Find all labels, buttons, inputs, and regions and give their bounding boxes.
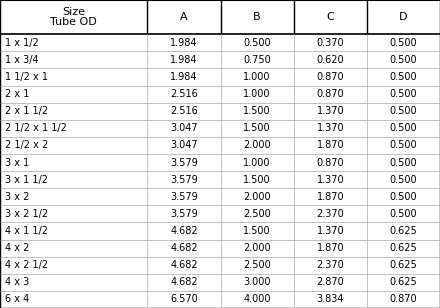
Text: 3.000: 3.000 <box>243 277 271 287</box>
Text: 1.500: 1.500 <box>243 106 271 116</box>
Text: 3.579: 3.579 <box>170 209 198 219</box>
Text: 6.570: 6.570 <box>170 294 198 304</box>
Text: 0.870: 0.870 <box>316 72 344 82</box>
Text: 1 1/2 x 1: 1 1/2 x 1 <box>5 72 48 82</box>
Text: 1 x 3/4: 1 x 3/4 <box>5 55 39 65</box>
Text: 0.500: 0.500 <box>390 192 417 202</box>
Text: 0.370: 0.370 <box>316 38 344 48</box>
Text: 2.500: 2.500 <box>243 209 271 219</box>
Text: 2.500: 2.500 <box>243 260 271 270</box>
Text: 1.370: 1.370 <box>316 106 344 116</box>
Text: 0.500: 0.500 <box>390 38 417 48</box>
Text: 0.750: 0.750 <box>243 55 271 65</box>
Text: 2.516: 2.516 <box>170 106 198 116</box>
Text: 3.834: 3.834 <box>316 294 344 304</box>
Text: 0.625: 0.625 <box>389 260 417 270</box>
Text: B: B <box>253 12 261 22</box>
Text: 6 x 4: 6 x 4 <box>5 294 29 304</box>
Text: 1.500: 1.500 <box>243 123 271 133</box>
Text: 4 x 2: 4 x 2 <box>5 243 29 253</box>
Text: C: C <box>326 12 334 22</box>
Text: 2.000: 2.000 <box>243 140 271 150</box>
Text: 0.625: 0.625 <box>389 277 417 287</box>
Text: 0.500: 0.500 <box>390 55 417 65</box>
Text: 1.370: 1.370 <box>316 123 344 133</box>
Text: 1.000: 1.000 <box>243 158 271 168</box>
Text: 4.682: 4.682 <box>170 226 198 236</box>
Text: 1.870: 1.870 <box>316 243 344 253</box>
Text: 1 x 1/2: 1 x 1/2 <box>5 38 39 48</box>
Text: A: A <box>180 12 188 22</box>
Text: 2.870: 2.870 <box>316 277 344 287</box>
Text: 3 x 2 1/2: 3 x 2 1/2 <box>5 209 48 219</box>
Text: 0.870: 0.870 <box>390 294 417 304</box>
Text: Tube OD: Tube OD <box>50 17 97 27</box>
Text: 0.500: 0.500 <box>390 209 417 219</box>
Text: 0.500: 0.500 <box>390 89 417 99</box>
Text: 0.500: 0.500 <box>390 140 417 150</box>
Text: 0.500: 0.500 <box>390 158 417 168</box>
Text: 4 x 2 1/2: 4 x 2 1/2 <box>5 260 48 270</box>
Text: 3.579: 3.579 <box>170 158 198 168</box>
Text: 1.984: 1.984 <box>170 72 198 82</box>
Text: 3.047: 3.047 <box>170 123 198 133</box>
Text: 3 x 1: 3 x 1 <box>5 158 29 168</box>
Text: 0.620: 0.620 <box>316 55 344 65</box>
Text: 3.047: 3.047 <box>170 140 198 150</box>
Text: 3.579: 3.579 <box>170 192 198 202</box>
Text: 0.500: 0.500 <box>243 38 271 48</box>
Text: 2.000: 2.000 <box>243 243 271 253</box>
Text: 4.000: 4.000 <box>243 294 271 304</box>
Text: 1.000: 1.000 <box>243 72 271 82</box>
Text: 3 x 2: 3 x 2 <box>5 192 29 202</box>
Text: 0.625: 0.625 <box>389 243 417 253</box>
Text: 3 x 1 1/2: 3 x 1 1/2 <box>5 175 48 185</box>
Text: 1.000: 1.000 <box>243 89 271 99</box>
Text: 1.370: 1.370 <box>316 226 344 236</box>
Text: 1.870: 1.870 <box>316 140 344 150</box>
Text: Size: Size <box>62 7 85 17</box>
Text: 2 x 1 1/2: 2 x 1 1/2 <box>5 106 48 116</box>
Text: 2.370: 2.370 <box>316 209 344 219</box>
Text: 2 1/2 x 1 1/2: 2 1/2 x 1 1/2 <box>5 123 67 133</box>
Text: 2.516: 2.516 <box>170 89 198 99</box>
Text: 0.500: 0.500 <box>390 123 417 133</box>
Text: 2.000: 2.000 <box>243 192 271 202</box>
Text: 1.870: 1.870 <box>316 192 344 202</box>
Text: 0.870: 0.870 <box>316 89 344 99</box>
Text: 4.682: 4.682 <box>170 260 198 270</box>
Text: 0.500: 0.500 <box>390 72 417 82</box>
Text: D: D <box>399 12 408 22</box>
Text: 1.370: 1.370 <box>316 175 344 185</box>
Text: 4.682: 4.682 <box>170 277 198 287</box>
Text: 0.500: 0.500 <box>390 175 417 185</box>
Text: 1.984: 1.984 <box>170 38 198 48</box>
Text: 4.682: 4.682 <box>170 243 198 253</box>
Text: 0.625: 0.625 <box>389 226 417 236</box>
Text: 4 x 3: 4 x 3 <box>5 277 29 287</box>
Text: 1.984: 1.984 <box>170 55 198 65</box>
Text: 2 1/2 x 2: 2 1/2 x 2 <box>5 140 48 150</box>
Text: 1.500: 1.500 <box>243 175 271 185</box>
Text: 0.500: 0.500 <box>390 106 417 116</box>
Text: 3.579: 3.579 <box>170 175 198 185</box>
Text: 1.500: 1.500 <box>243 226 271 236</box>
Text: 2 x 1: 2 x 1 <box>5 89 29 99</box>
Text: 2.370: 2.370 <box>316 260 344 270</box>
Text: 4 x 1 1/2: 4 x 1 1/2 <box>5 226 48 236</box>
Text: 0.870: 0.870 <box>316 158 344 168</box>
